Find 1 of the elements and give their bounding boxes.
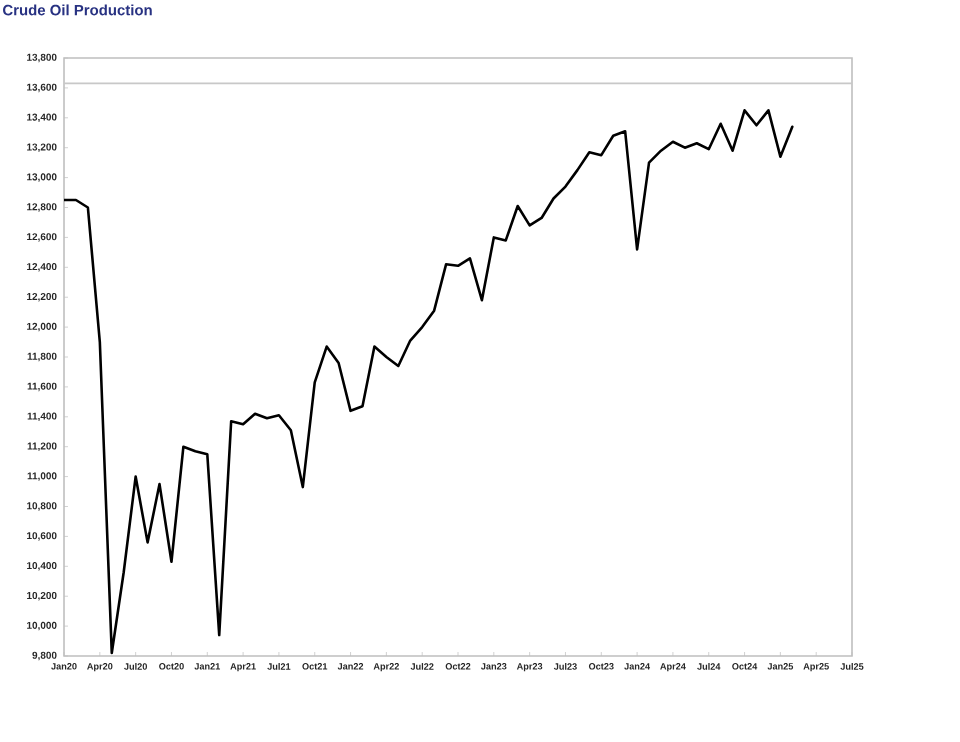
line-series — [64, 109, 794, 655]
